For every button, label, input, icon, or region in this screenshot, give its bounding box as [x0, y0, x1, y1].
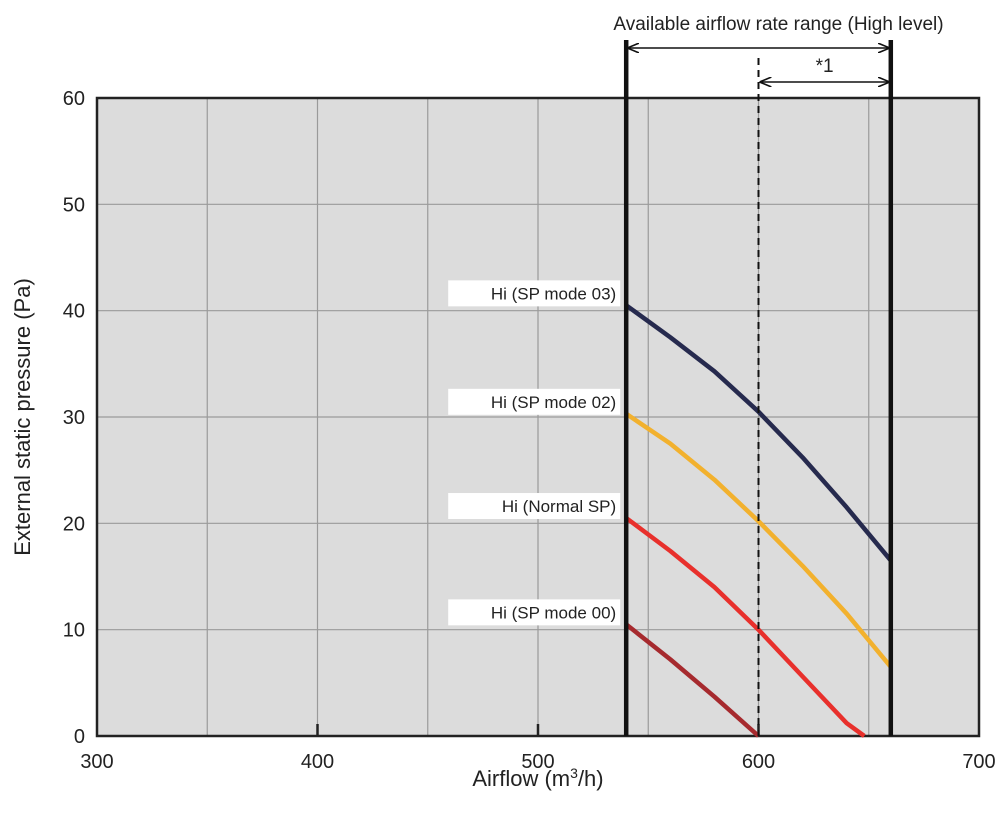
series-label-3: Hi (Normal SP) [502, 497, 616, 516]
series-group [624, 303, 893, 738]
x-tick-label: 500 [521, 751, 554, 773]
x-axis-title-suffix: /h) [578, 766, 604, 791]
y-tick-label: 50 [63, 194, 85, 216]
x-tick-label: 700 [962, 751, 995, 773]
note-annotation: *1 [816, 56, 834, 77]
y-tick-labels: 0 10 20 30 40 50 60 [63, 88, 85, 748]
x-axis-title-superscript: 3 [570, 765, 578, 781]
x-axis-title: Airflow (m3/h) [472, 765, 603, 791]
range-annotation: Available airflow rate range (High level… [613, 14, 943, 35]
y-axis-title: External static pressure (Pa) [10, 278, 35, 556]
y-tick-label: 60 [63, 88, 85, 110]
series-label-bg [448, 599, 621, 626]
series-label-bg [448, 280, 621, 307]
series-line-4 [624, 622, 760, 738]
x-tick-label: 300 [80, 751, 113, 773]
y-tick-label: 0 [74, 726, 85, 748]
range-lines [623, 40, 894, 736]
y-tick-label: 40 [63, 301, 85, 323]
x-tick-label: 600 [742, 751, 775, 773]
series-label-bg [448, 388, 621, 415]
series-line-3 [624, 516, 866, 738]
x-axis-title-main: Airflow (m [472, 766, 570, 791]
y-tick-label: 10 [63, 620, 85, 642]
series-label-bg [448, 493, 621, 520]
plot-frame [95, 96, 981, 738]
series-label-4: Hi (SP mode 00) [491, 603, 616, 622]
y-tick-label: 20 [63, 513, 85, 535]
series-labels: Hi (SP mode 03) Hi (SP mode 02) Hi (Normal… [448, 280, 621, 626]
x-tick-labels: 300 400 500 600 700 [80, 751, 995, 773]
y-tick-label: 30 [63, 407, 85, 429]
series-label-2: Hi (SP mode 02) [491, 393, 616, 412]
series-label-1: Hi (SP mode 03) [491, 284, 616, 303]
series-line-2 [624, 411, 893, 669]
x-tick-label: 400 [301, 751, 334, 773]
